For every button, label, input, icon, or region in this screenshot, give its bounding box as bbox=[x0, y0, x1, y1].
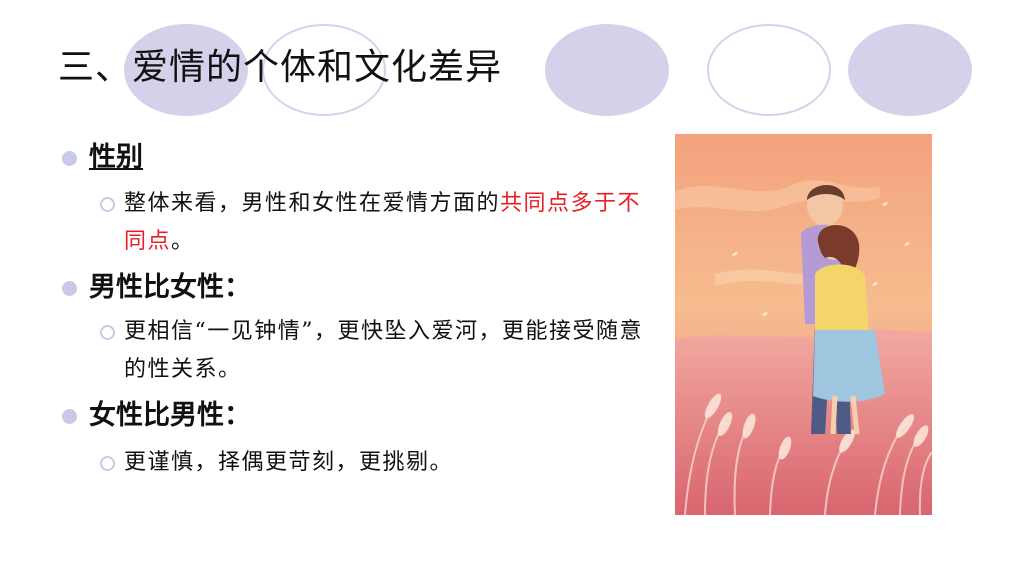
couple-illustration bbox=[675, 134, 932, 515]
bullet-heading-women: 女性比男性： bbox=[89, 400, 251, 431]
bullet-women-vs-men: 女性比男性： bbox=[62, 398, 251, 434]
sub-bullet-text: 更谨慎，择偶更苛刻，更挑剔。 bbox=[124, 450, 454, 475]
bullet-dot-icon bbox=[62, 150, 77, 166]
decorative-oval bbox=[545, 24, 669, 116]
sub-bullet-text: 更相信“一见钟情”，更快坠入爱河，更能接受随意的性关系。 bbox=[124, 319, 643, 382]
sub-bullet-women: 更谨慎，择偶更苛刻，更挑剔。 bbox=[100, 444, 660, 482]
sub-bullet-gender: 整体来看，男性和女性在爱情方面的共同点多于不同点。 bbox=[100, 185, 660, 261]
text-plain: 整体来看，男性和女性在爱情方面的 bbox=[124, 191, 501, 216]
decorative-oval bbox=[262, 24, 386, 116]
sub-bullet-text: 整体来看，男性和女性在爱情方面的共同点多于不同点。 bbox=[124, 185, 660, 261]
decorative-oval bbox=[707, 24, 831, 116]
decorative-oval bbox=[848, 24, 972, 116]
slide-title: 三、爱情的个体和文化差异 bbox=[58, 47, 503, 88]
sub-bullet-dot-icon bbox=[100, 197, 115, 212]
sub-bullet-men: 更相信“一见钟情”，更快坠入爱河，更能接受随意的性关系。 bbox=[100, 313, 660, 389]
sub-bullet-dot-icon bbox=[100, 456, 115, 471]
text-plain: 。 bbox=[171, 229, 195, 254]
bullet-gender: 性别 bbox=[62, 140, 143, 176]
bullet-heading-men: 男性比女性： bbox=[89, 272, 251, 303]
decorative-oval bbox=[124, 24, 248, 116]
bullet-dot-icon bbox=[62, 280, 77, 296]
text-highlight: 共同点多于不同点 bbox=[124, 191, 642, 254]
bullet-heading-gender: 性别 bbox=[89, 142, 143, 173]
bullet-dot-icon bbox=[62, 408, 77, 424]
sub-bullet-dot-icon bbox=[100, 325, 115, 340]
bullet-men-vs-women: 男性比女性： bbox=[62, 270, 251, 306]
